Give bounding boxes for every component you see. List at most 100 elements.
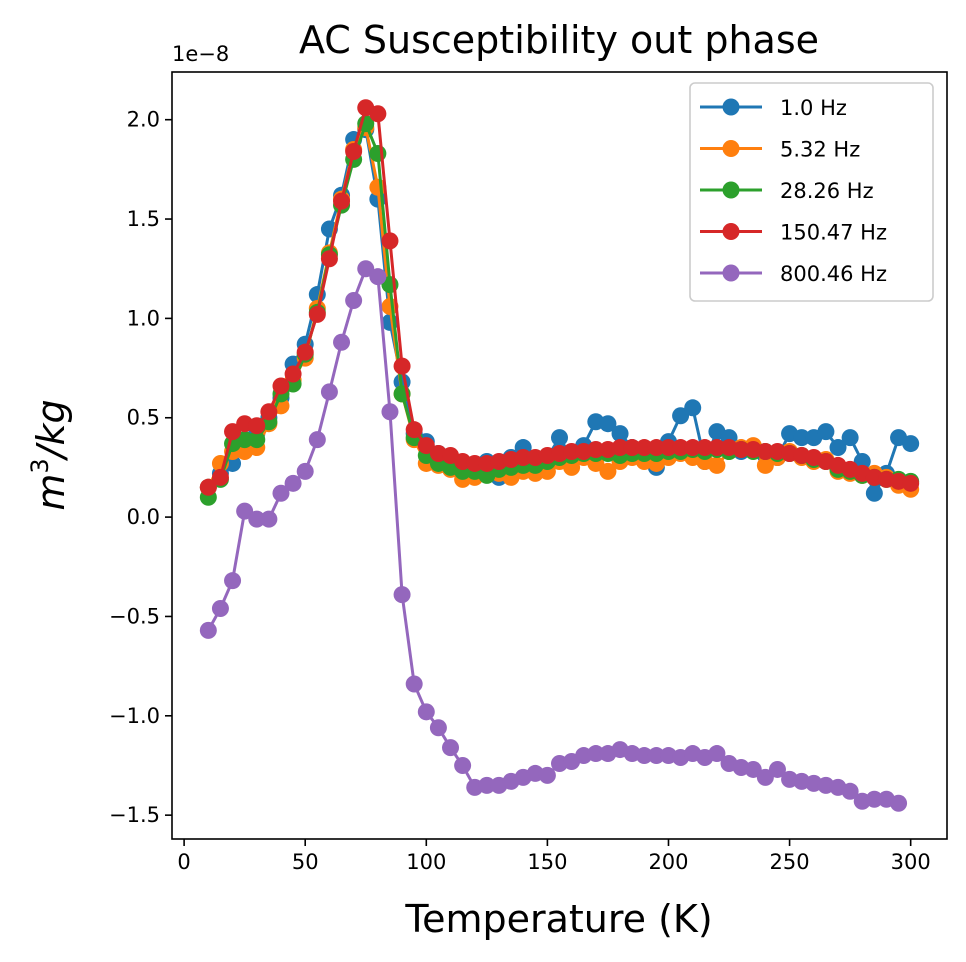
data-point	[248, 417, 266, 435]
data-point	[429, 719, 447, 737]
y-tick-label: 1.0	[127, 306, 160, 330]
data-point	[454, 756, 472, 774]
data-point	[599, 462, 617, 480]
legend-marker	[722, 140, 740, 157]
y-axis: −1.5 −1.0 −0.5 0.0 0.5 1.0 1.5 2.0	[109, 108, 172, 827]
data-point	[563, 458, 581, 476]
plot-area	[171, 71, 948, 840]
data-point	[381, 403, 399, 421]
legend-box	[689, 82, 934, 302]
data-point	[890, 794, 908, 812]
data-point	[647, 439, 665, 457]
legend-label: 1.0 Hz	[780, 96, 847, 120]
legend-marker	[722, 98, 740, 116]
data-point	[320, 250, 338, 268]
legend-entry: 1.0 Hz	[700, 96, 847, 120]
data-point	[357, 260, 375, 278]
legend-marker	[722, 181, 740, 199]
x-tick-label: 200	[648, 850, 688, 874]
x-tick-label: 250	[770, 850, 810, 874]
data-point	[841, 782, 859, 800]
legend-label: 150.47 Hz	[780, 221, 887, 245]
data-point	[248, 510, 266, 528]
data-point	[672, 439, 690, 457]
data-point	[829, 439, 847, 457]
data-point	[647, 747, 665, 765]
y-tick-label: 1.5	[127, 207, 160, 231]
data-point	[756, 443, 774, 461]
data-point	[236, 431, 254, 449]
x-tick-label: 300	[891, 850, 931, 874]
data-point	[623, 439, 641, 457]
data-point	[296, 343, 314, 361]
data-point	[768, 760, 786, 778]
y-tick-label: 0.0	[127, 505, 160, 529]
data-point	[405, 421, 423, 439]
data-point	[672, 407, 690, 425]
data-point	[865, 790, 883, 808]
data-point	[587, 441, 605, 459]
data-point	[308, 431, 326, 449]
y-axis-title-base: m	[29, 474, 73, 511]
data-point	[732, 441, 750, 459]
legend-label: 5.32 Hz	[780, 138, 860, 162]
data-point	[563, 443, 581, 461]
y-tick-label: 2.0	[127, 108, 160, 132]
x-tick-label: 100	[406, 850, 446, 874]
data-point	[272, 484, 290, 502]
data-point	[744, 760, 762, 778]
y-axis-title: m3/kg	[26, 399, 73, 510]
x-axis: 0 50 100 150 200 250 300	[177, 839, 931, 874]
data-point	[708, 745, 726, 763]
y-tick-label: −1.5	[109, 803, 160, 827]
data-point	[417, 703, 435, 721]
series-3	[199, 99, 920, 496]
data-point	[514, 448, 532, 466]
series-4	[199, 260, 908, 812]
data-point	[345, 292, 363, 310]
data-point	[211, 468, 229, 486]
data-point	[865, 484, 883, 502]
series-layer	[199, 99, 920, 812]
data-point	[659, 439, 677, 457]
data-point	[817, 423, 835, 441]
data-point	[635, 439, 653, 457]
legend-marker	[722, 223, 740, 240]
data-point	[599, 415, 617, 433]
data-point	[841, 429, 859, 447]
data-point	[611, 439, 629, 457]
data-point	[551, 429, 568, 447]
data-point	[199, 621, 217, 639]
legend: 1.0 Hz 5.32 Hz 28.26 Hz 150.47 Hz 800.46 Hz	[689, 82, 934, 302]
data-point	[902, 474, 920, 492]
data-point	[284, 474, 302, 492]
x-tick-label: 50	[292, 850, 319, 874]
data-point	[417, 437, 435, 455]
plot-frame	[171, 71, 948, 840]
data-point	[696, 439, 714, 457]
data-point	[369, 144, 387, 162]
legend-entry: 150.47 Hz	[700, 221, 887, 245]
data-point	[684, 439, 702, 457]
data-point	[442, 739, 460, 757]
data-point	[248, 431, 266, 449]
chart-title: AC Susceptibility out phase	[299, 18, 819, 62]
data-point	[260, 403, 278, 421]
data-point	[405, 675, 423, 693]
legend-marker	[722, 264, 740, 282]
data-point	[333, 333, 351, 351]
data-point	[260, 510, 278, 528]
data-point	[272, 377, 290, 395]
data-point	[393, 357, 411, 375]
data-point	[236, 502, 254, 520]
x-tick-label: 150	[527, 850, 567, 874]
y-tick-label: −0.5	[109, 604, 160, 628]
data-point	[466, 454, 484, 472]
data-point	[211, 600, 229, 618]
data-point	[369, 105, 387, 123]
data-point	[224, 423, 242, 441]
data-point	[345, 142, 363, 160]
data-point	[902, 435, 920, 453]
data-point	[853, 452, 871, 470]
